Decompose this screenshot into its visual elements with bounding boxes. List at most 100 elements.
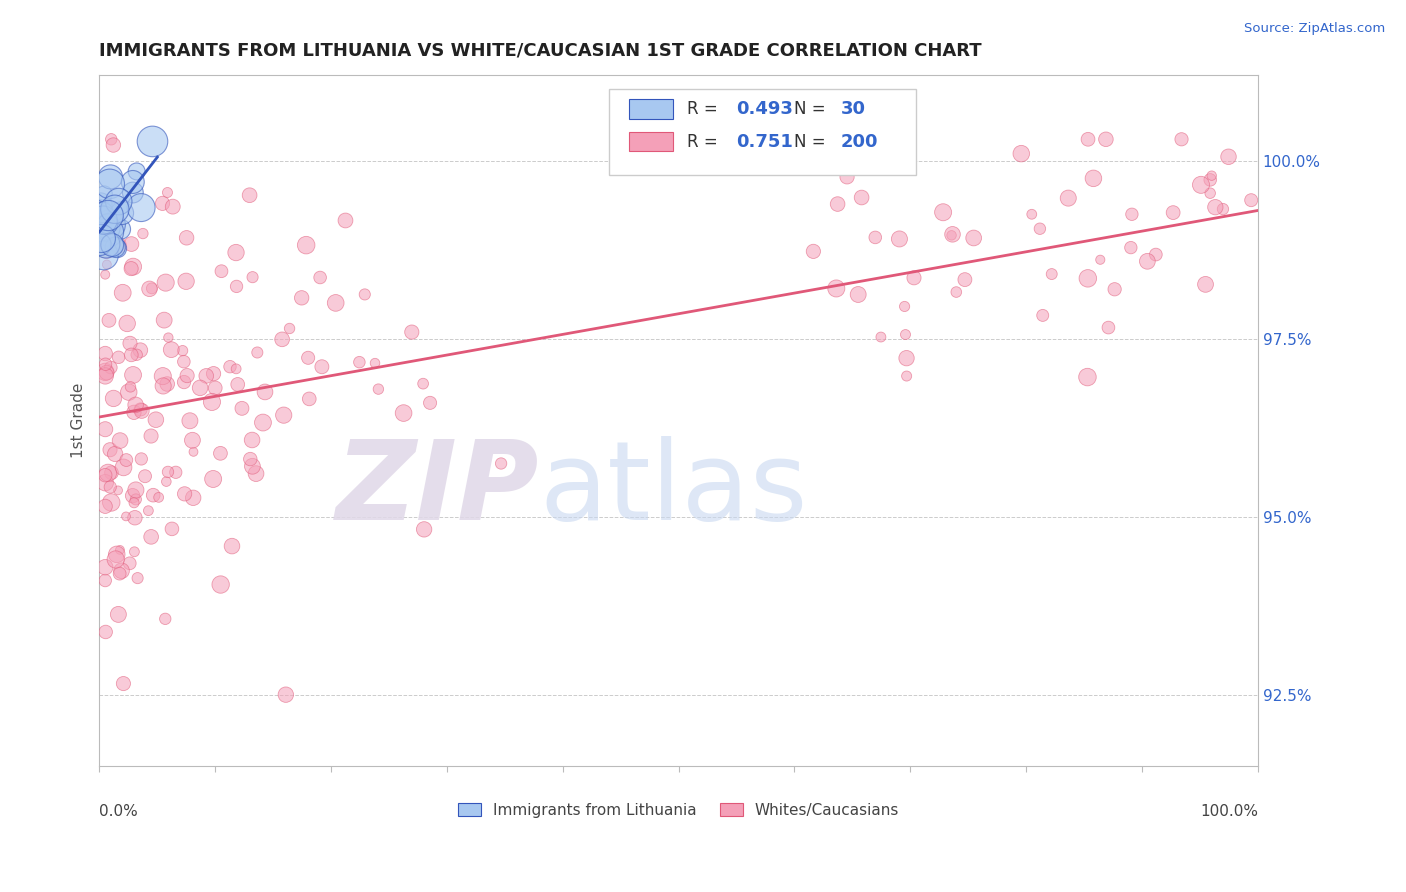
Point <box>121 175 143 189</box>
Point <box>152 379 174 393</box>
Point <box>94 237 117 252</box>
Point <box>1083 171 1105 186</box>
Point <box>792 145 814 159</box>
Point <box>846 287 869 301</box>
Point <box>367 382 389 396</box>
Point <box>156 376 179 391</box>
Text: N =: N = <box>794 100 831 118</box>
Point <box>325 296 347 310</box>
Point <box>127 571 149 585</box>
Point <box>155 276 177 290</box>
Point <box>101 238 124 252</box>
Point <box>335 213 357 227</box>
Point <box>219 359 242 374</box>
Point <box>104 215 127 229</box>
Text: IMMIGRANTS FROM LITHUANIA VS WHITE/CAUCASIAN 1ST GRADE CORRELATION CHART: IMMIGRANTS FROM LITHUANIA VS WHITE/CAUCA… <box>100 42 981 60</box>
Text: atlas: atlas <box>540 436 808 543</box>
Point <box>97 313 120 327</box>
Point <box>1201 169 1223 183</box>
Point <box>89 197 111 211</box>
Text: 30: 30 <box>841 100 866 118</box>
Text: 0.0%: 0.0% <box>100 804 138 819</box>
Point <box>173 487 195 501</box>
Point <box>94 357 117 371</box>
Point <box>827 197 849 211</box>
Point <box>108 434 131 448</box>
Point <box>107 483 129 498</box>
Point <box>121 489 143 503</box>
Point <box>125 483 148 497</box>
Point <box>242 459 264 474</box>
Point <box>1161 205 1184 219</box>
Point <box>148 491 170 505</box>
Point <box>104 552 127 566</box>
Point <box>174 274 197 288</box>
Point <box>107 194 129 209</box>
Point <box>225 279 247 293</box>
Point <box>122 496 145 510</box>
Point <box>112 676 135 690</box>
Point <box>181 434 204 448</box>
Point <box>201 395 224 409</box>
Point <box>122 260 145 274</box>
Point <box>131 404 153 418</box>
Point <box>412 376 434 391</box>
Point <box>253 384 276 399</box>
Point <box>105 547 128 561</box>
Point <box>120 380 142 394</box>
Point <box>98 480 121 494</box>
Text: 0.751: 0.751 <box>737 133 793 151</box>
Point <box>1021 207 1043 221</box>
Point <box>291 291 314 305</box>
Bar <box>628 132 673 151</box>
Point <box>100 466 122 480</box>
Point <box>91 213 114 227</box>
Point <box>94 574 117 588</box>
Point <box>115 453 138 467</box>
Point <box>156 465 179 479</box>
Text: N =: N = <box>794 133 831 151</box>
Point <box>118 385 141 400</box>
Point <box>104 240 127 254</box>
Point <box>311 359 333 374</box>
Point <box>94 560 117 574</box>
Point <box>865 230 887 244</box>
Point <box>1104 282 1126 296</box>
Point <box>271 332 294 346</box>
Point <box>211 264 233 278</box>
Point <box>107 351 129 365</box>
Point <box>94 365 117 379</box>
Point <box>202 367 225 381</box>
Point <box>896 351 918 366</box>
FancyBboxPatch shape <box>609 89 917 176</box>
Point <box>1010 146 1032 161</box>
Point <box>110 564 132 578</box>
Point <box>100 360 122 375</box>
Point <box>225 245 247 260</box>
Point <box>93 248 115 262</box>
Point <box>932 205 955 219</box>
Point <box>204 381 226 395</box>
Point <box>155 475 177 489</box>
Point <box>401 325 423 339</box>
Point <box>97 217 120 231</box>
Point <box>112 460 135 475</box>
Point <box>242 270 264 285</box>
Point <box>160 522 183 536</box>
Point <box>246 345 269 359</box>
Point <box>903 270 925 285</box>
Text: ZIP: ZIP <box>336 436 540 543</box>
Point <box>139 429 162 443</box>
Point <box>160 343 183 357</box>
Text: 0.493: 0.493 <box>737 100 793 118</box>
Point <box>139 530 162 544</box>
Point <box>239 452 262 467</box>
Point <box>225 361 247 376</box>
Point <box>1218 150 1240 164</box>
Point <box>97 466 120 480</box>
Point <box>98 177 121 191</box>
Point <box>115 317 138 331</box>
Point <box>1199 186 1222 201</box>
Point <box>94 346 117 360</box>
Point <box>173 375 195 389</box>
